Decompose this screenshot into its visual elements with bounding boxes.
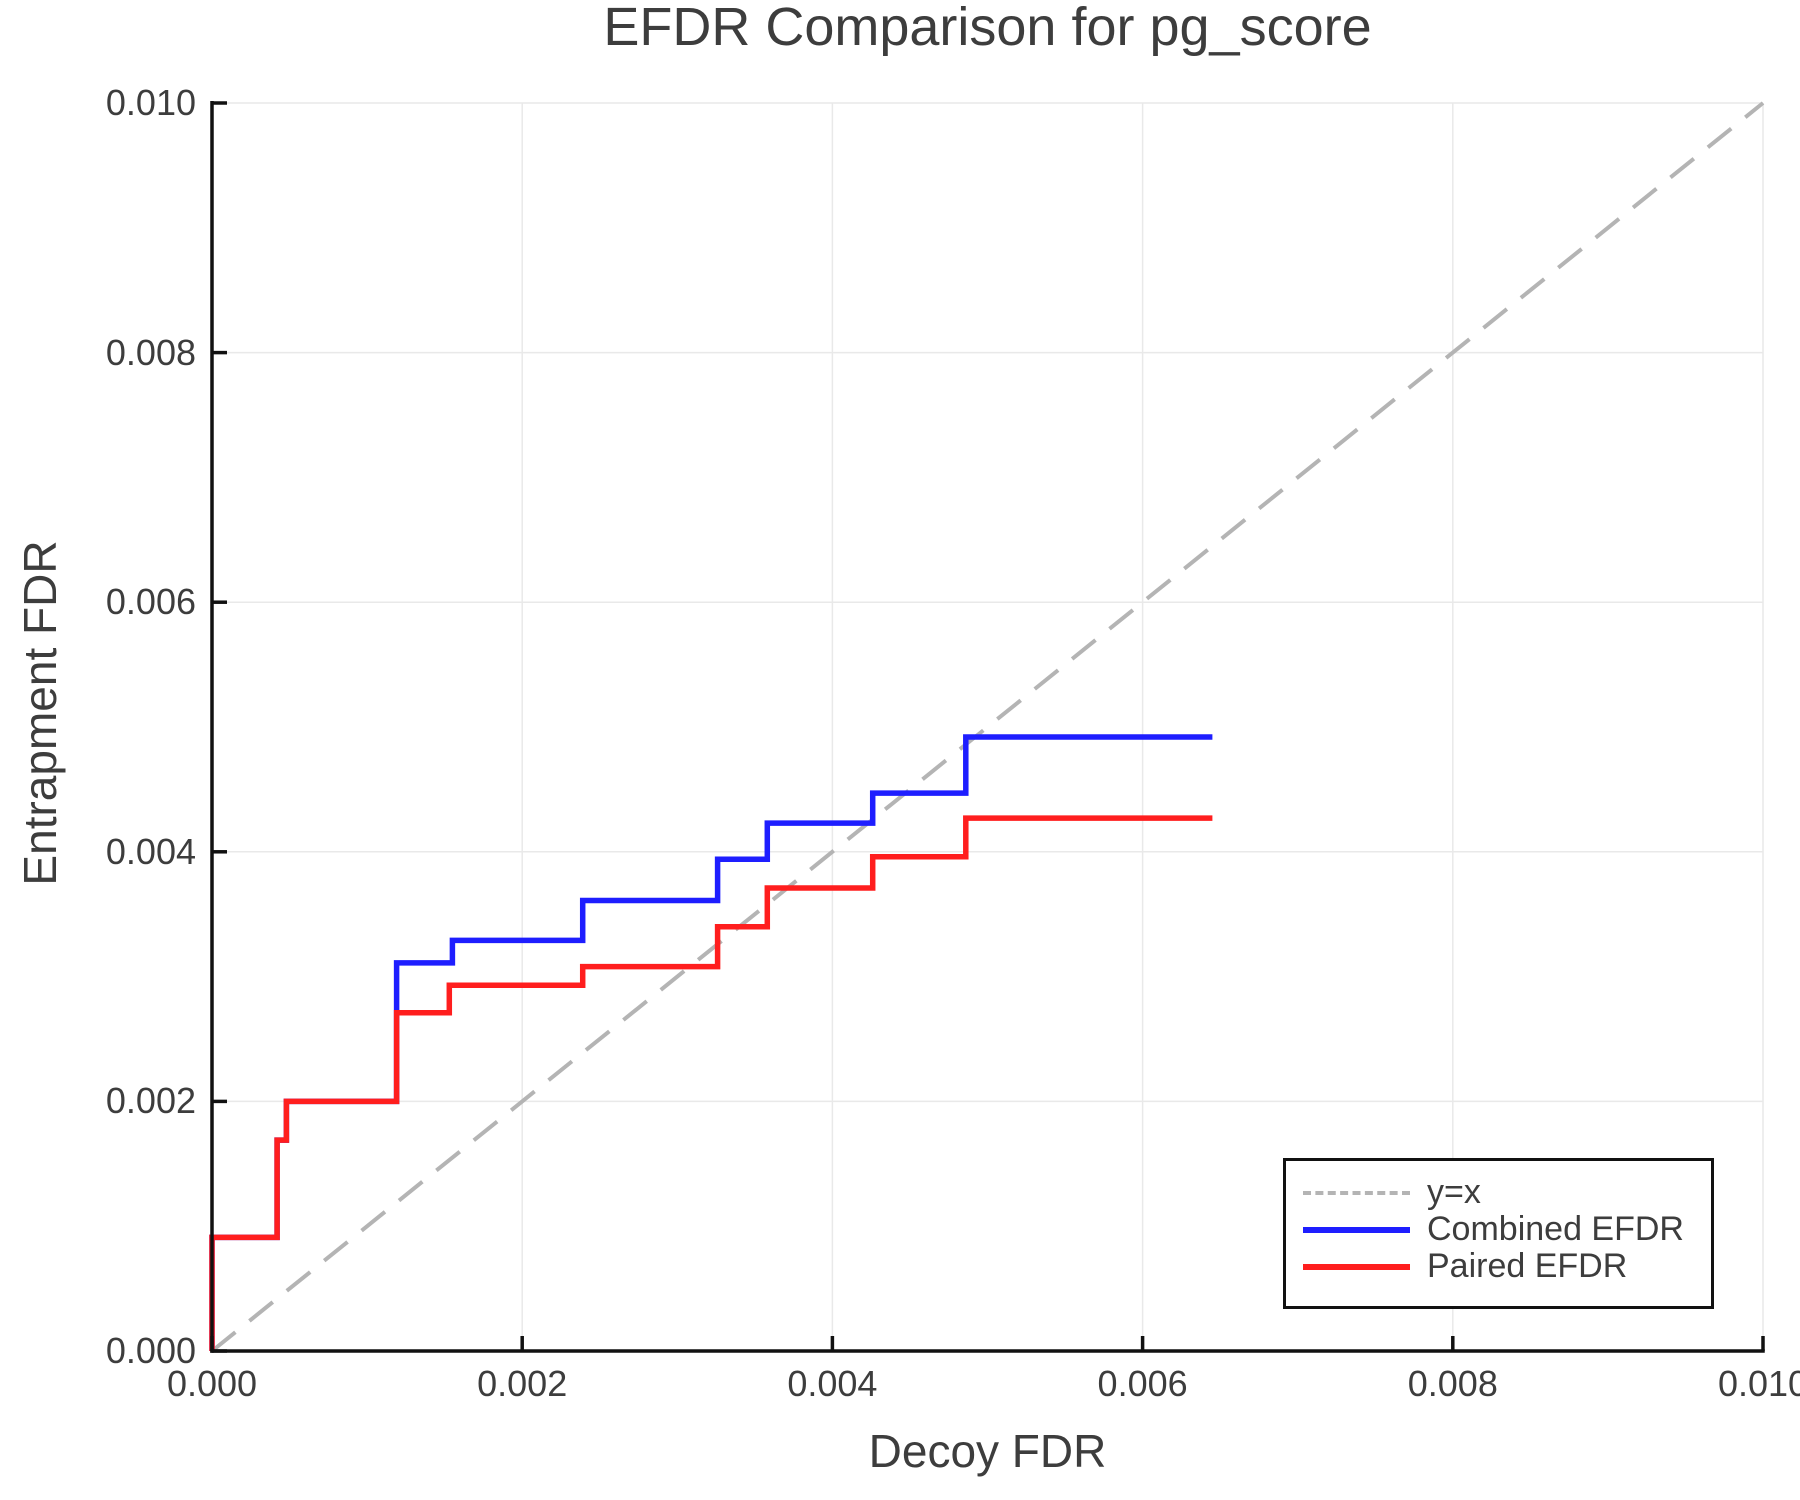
y-tick-label: 0.008 [105, 331, 196, 373]
y-tick-label: 0.000 [105, 1330, 196, 1371]
series-combined-efdr [209, 734, 1213, 1351]
x-tick-label: 0.000 [166, 1363, 258, 1404]
y-tick-label: 0.010 [105, 82, 196, 123]
x-tick-label: 0.002 [477, 1363, 568, 1404]
x-axis-label: Decoy FDR [868, 1425, 1107, 1477]
legend-row: Combined EFDR [1303, 1211, 1711, 1248]
legend-line-sample [1303, 1190, 1410, 1195]
y-tick-label: 0.006 [105, 581, 196, 623]
reference-line-y-equals-x [210, 101, 1765, 1353]
legend-row: Paired EFDR [1303, 1248, 1711, 1285]
legend-row: y=x [1303, 1174, 1711, 1211]
y-tick-label: 0.004 [105, 830, 196, 872]
y-tick-label: 0.002 [105, 1080, 196, 1122]
legend-line-sample [1303, 1226, 1410, 1233]
x-tick-label: 0.010 [1717, 1363, 1800, 1404]
legend-label: y=x [1427, 1173, 1481, 1211]
chart-title: EFDR Comparison for pg_score [603, 0, 1372, 57]
legend: y=x Combined EFDR Paired EFDR [1283, 1158, 1714, 1309]
legend-label: Combined EFDR [1427, 1210, 1684, 1248]
series-paired-efdr [209, 815, 1213, 1351]
y-axis-label: Entrapment FDR [14, 540, 66, 886]
x-tick-label: 0.004 [787, 1363, 878, 1404]
legend-line-sample [1303, 1263, 1410, 1270]
x-tick-label: 0.008 [1407, 1363, 1498, 1404]
x-tick-label: 0.006 [1097, 1363, 1188, 1404]
legend-label: Paired EFDR [1427, 1247, 1628, 1285]
